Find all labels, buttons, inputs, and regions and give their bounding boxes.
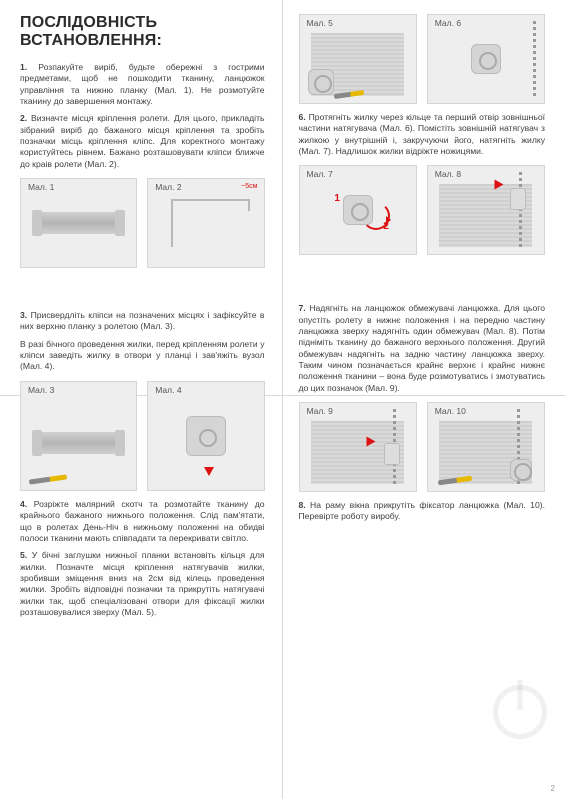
roller-icon xyxy=(35,432,121,454)
figure-row-9-10: Мал. 9 Мал. 10 xyxy=(299,402,546,492)
figure-label: Мал. 8 xyxy=(433,169,463,179)
figure-9: Мал. 9 xyxy=(299,402,417,492)
fixator-icon xyxy=(510,459,532,481)
figure-label: Мал. 3 xyxy=(26,385,56,395)
left-column: ПОСЛІДОВНІСТЬ ВСТАНОВЛЕННЯ: 1. Розпакуйт… xyxy=(0,0,283,799)
figure-row-1-2: Мал. 1 Мал. 2 ~5см xyxy=(20,178,265,268)
stopper-icon xyxy=(510,188,526,210)
figure-label: Мал. 5 xyxy=(305,18,335,28)
figure-3: Мал. 3 xyxy=(20,381,137,491)
step-3b: В разі бічного проведення жилки, перед к… xyxy=(20,339,265,373)
chain-icon xyxy=(533,21,536,97)
figure-8: Мал. 8 xyxy=(427,165,545,255)
bracket-icon xyxy=(171,199,240,247)
arrow-icon xyxy=(204,467,214,476)
figure-10: Мал. 10 xyxy=(427,402,545,492)
figure-5: Мал. 5 xyxy=(299,14,417,104)
figure-label: Мал. 2 xyxy=(153,182,183,192)
figure-label: Мал. 7 xyxy=(305,169,335,179)
stopper-icon xyxy=(384,443,400,465)
figure-7: Мал. 7 1 2 xyxy=(299,165,417,255)
tensioner-icon xyxy=(308,69,334,95)
dimension-label: ~5см xyxy=(241,183,257,190)
figure-row-3-4: Мал. 3 Мал. 4 xyxy=(20,381,265,491)
step-4: 4. Розріжте малярний скотч та розмотайте… xyxy=(20,499,265,544)
page-number: 2 xyxy=(551,784,555,793)
screwdriver-icon xyxy=(29,474,67,484)
figure-label: Мал. 10 xyxy=(433,406,468,416)
page-title: ПОСЛІДОВНІСТЬ ВСТАНОВЛЕННЯ: xyxy=(20,14,265,50)
mechanism-icon xyxy=(186,416,226,456)
figure-4: Мал. 4 xyxy=(147,381,264,491)
figure-label: Мал. 9 xyxy=(305,406,335,416)
figure-row-5-6: Мал. 5 Мал. 6 xyxy=(299,14,546,104)
right-column: Мал. 5 Мал. 6 6. Протягніть жилку через … xyxy=(283,0,565,799)
watermark-icon xyxy=(493,685,547,739)
step-1: 1. Розпакуйте виріб, будьте обережні з г… xyxy=(20,62,265,107)
annotation-2: 2 xyxy=(383,221,389,232)
arrow-icon xyxy=(495,180,504,190)
tensioner-icon xyxy=(471,44,501,74)
figure-1: Мал. 1 xyxy=(20,178,137,268)
step-6: 6. Протягніть жилку через кільце та перш… xyxy=(299,112,546,157)
step-3: 3. Присвердліть кліпси на позначених міс… xyxy=(20,310,265,333)
figure-6: Мал. 6 xyxy=(427,14,545,104)
figure-label: Мал. 1 xyxy=(26,182,56,192)
figure-label: Мал. 4 xyxy=(153,385,183,395)
step-7: 7. Надягніть на ланцюжок обмежувачі ланц… xyxy=(299,303,546,394)
step-2: 2. Визначте місця кріплення ролети. Для … xyxy=(20,113,265,170)
step-8: 8. На раму вікна прикрутіть фіксатор лан… xyxy=(299,500,546,523)
step-5: 5. У бічні заглушки нижньої планки встан… xyxy=(20,550,265,618)
figure-label: Мал. 6 xyxy=(433,18,463,28)
roller-icon xyxy=(35,212,121,234)
figure-2: Мал. 2 ~5см xyxy=(147,178,264,268)
chain-icon xyxy=(519,172,522,248)
figure-row-7-8: Мал. 7 1 2 Мал. 8 xyxy=(299,165,546,255)
annotation-1: 1 xyxy=(334,193,340,204)
arrow-icon xyxy=(366,437,375,447)
